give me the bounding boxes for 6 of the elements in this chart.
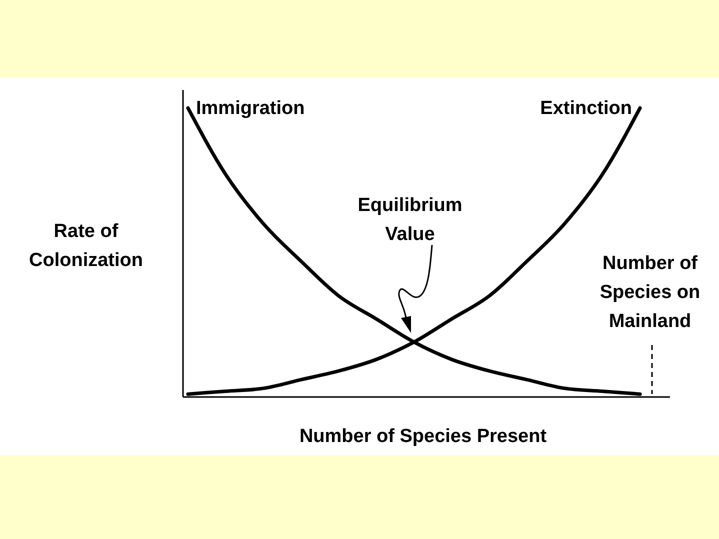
annotation: Number of Species on Mainland	[600, 253, 700, 332]
series-label: Immigration	[196, 98, 305, 119]
x-axis-title: Number of Species Present	[299, 426, 548, 447]
y-axis-title: Rate of Colonization	[29, 221, 143, 271]
annotation: Equilibrium Value	[358, 195, 462, 245]
series-label: Extinction	[540, 98, 632, 119]
